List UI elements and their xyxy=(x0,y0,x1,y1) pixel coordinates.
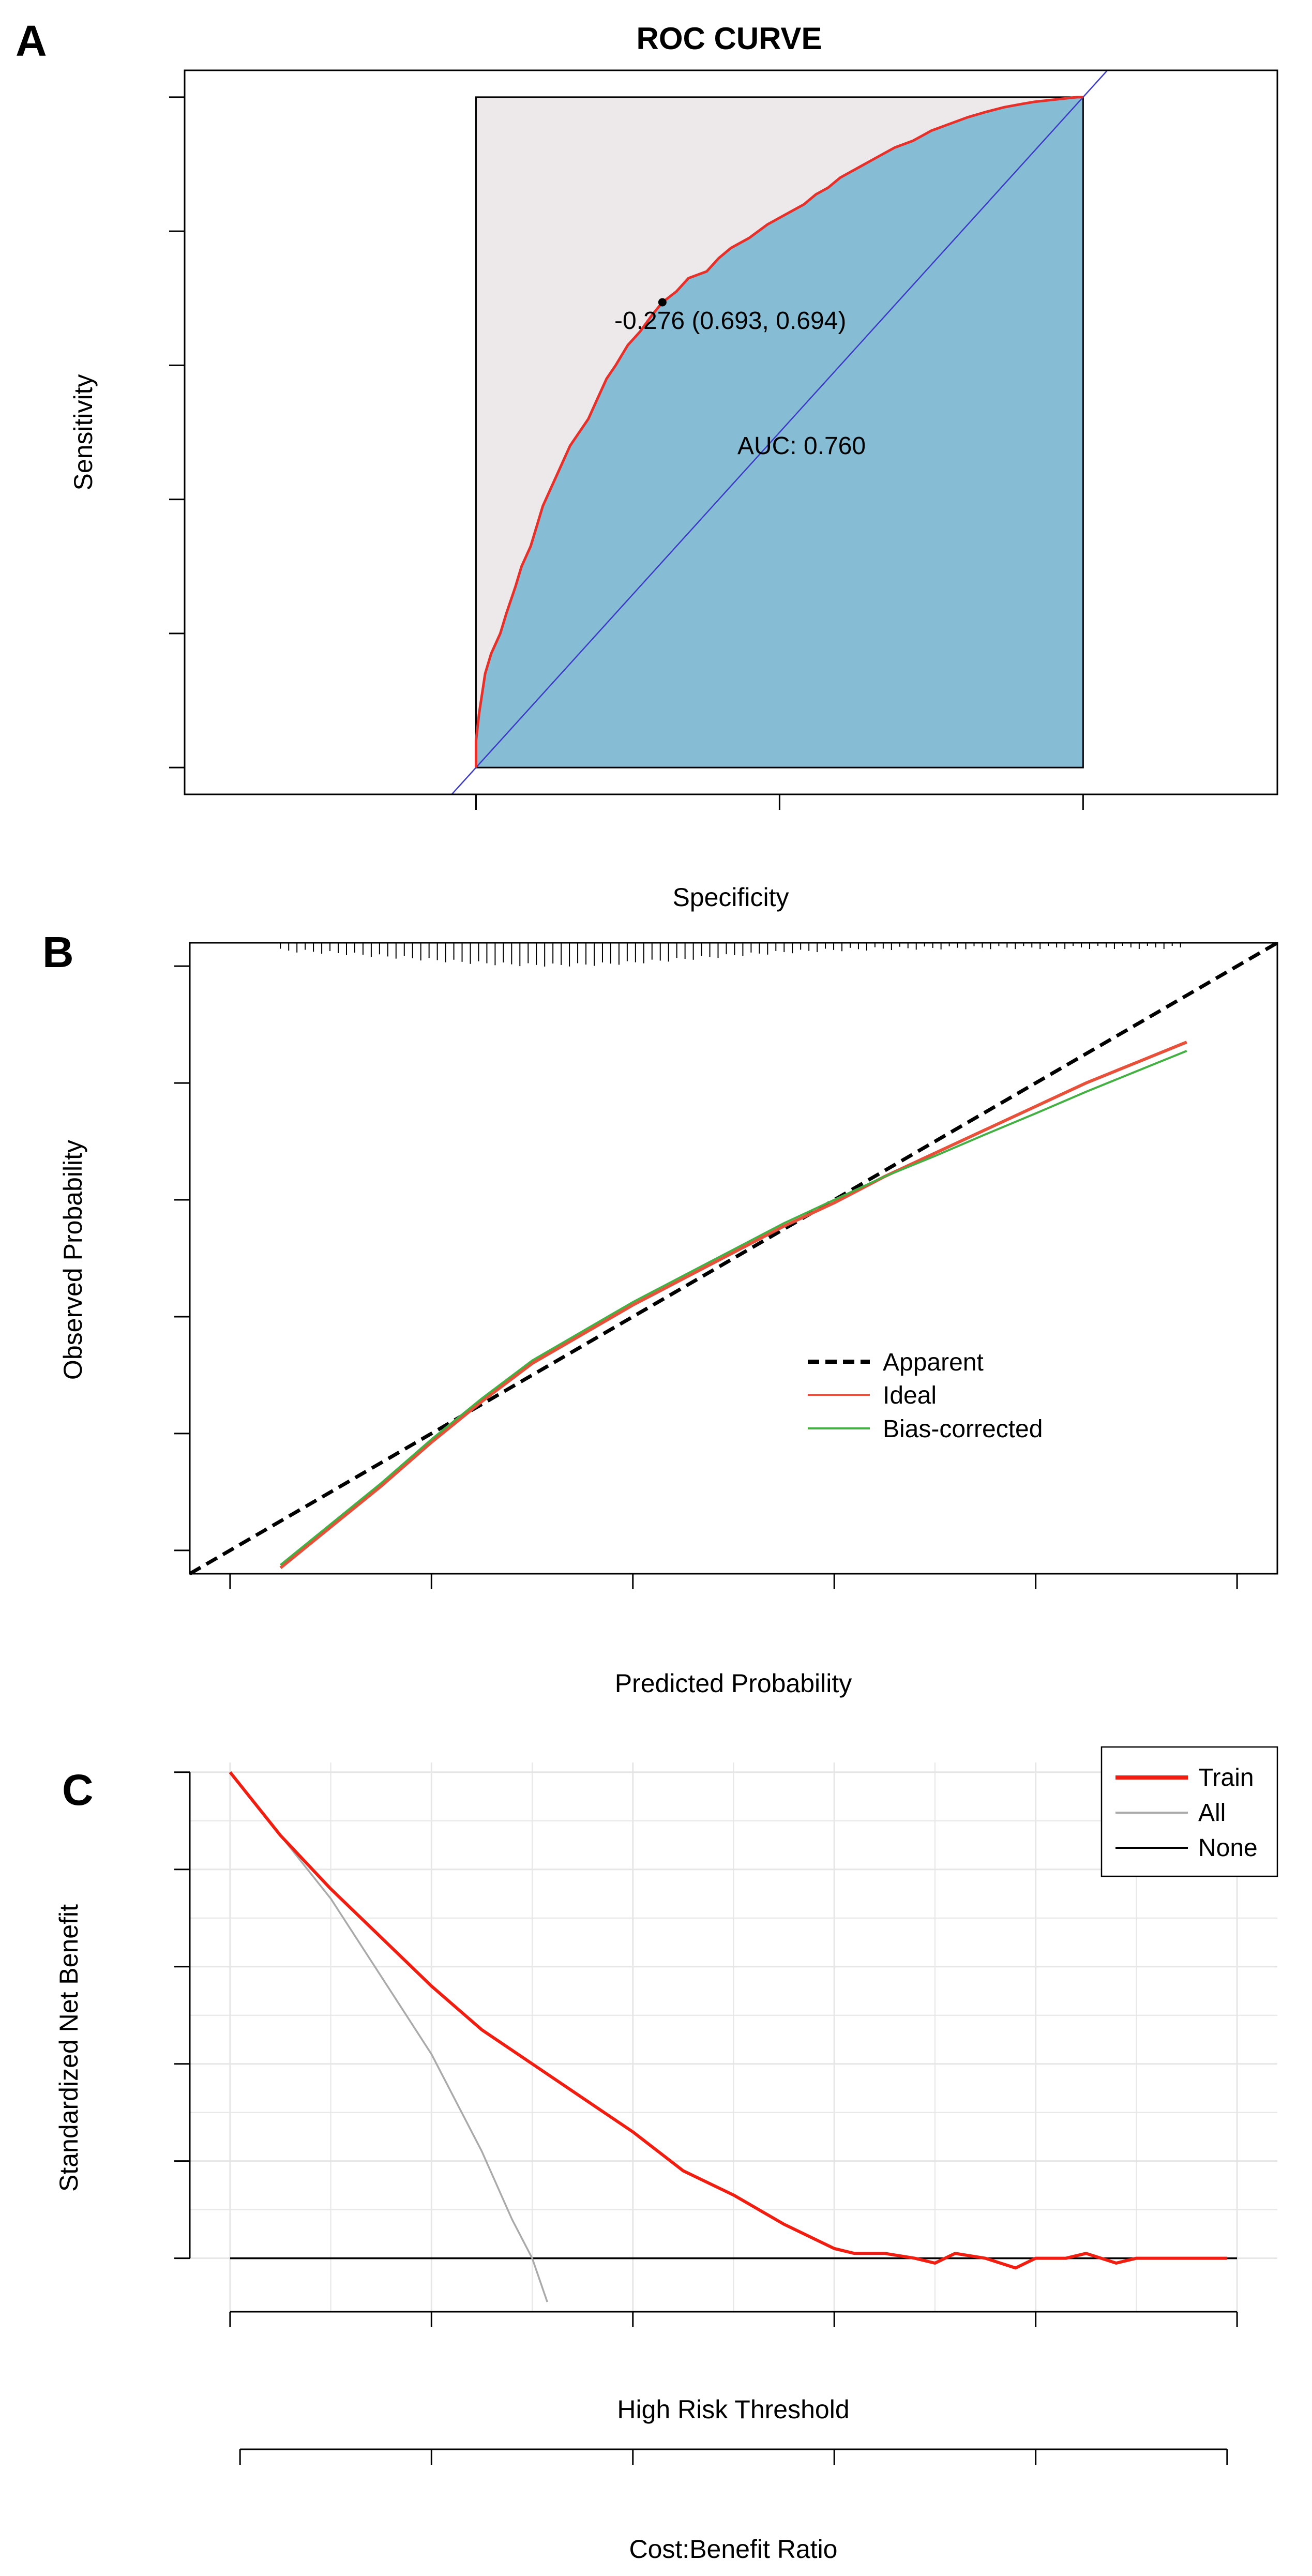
panel-c: C Train All None High Risk Threshold Cos… xyxy=(54,1746,1278,2564)
panel-a-label: A xyxy=(16,17,47,65)
legend-all-label: All xyxy=(1198,1799,1226,1827)
dca-y-axis-title: Standardized Net Benefit xyxy=(54,1904,83,2192)
dca-marks xyxy=(229,1771,1238,2302)
dca-axes xyxy=(174,1771,1238,2465)
roc-axes xyxy=(169,96,1084,810)
legend-ideal-label: Ideal xyxy=(883,1382,937,1409)
roc-curve-line xyxy=(475,96,1083,768)
legend-none-label: None xyxy=(1198,1834,1258,1862)
panel-a: A ROC CURVE AUC: 0.760 -0.276 (0.693, 0.… xyxy=(16,17,1278,912)
calibration-ideal-line xyxy=(279,1041,1187,1570)
calibration-marks xyxy=(189,941,1278,1576)
roc-unit-square xyxy=(475,96,1084,769)
calibration-legend: Apparent Ideal Bias-corrected xyxy=(808,1349,1043,1443)
calibration-x-axis-title: Predicted Probability xyxy=(615,1669,852,1698)
roc-title: ROC CURVE xyxy=(637,21,822,56)
roc-threshold-label: -0.276 (0.693, 0.694) xyxy=(614,307,846,335)
roc-y-axis-title: Sensitivity xyxy=(69,374,98,490)
roc-marks xyxy=(451,70,1108,795)
dca-legend: Train All None xyxy=(1100,1746,1278,1877)
dca-secondary-x-axis-title: Cost:Benefit Ratio xyxy=(629,2535,838,2564)
dca-grid xyxy=(190,1762,1277,2312)
legend-train-label: Train xyxy=(1198,1764,1254,1791)
dca-x-axis-title: High Risk Threshold xyxy=(617,2395,849,2424)
calibration-rug xyxy=(280,943,1181,967)
panel-b: B Apparent Ideal Bias-corrected Predicte… xyxy=(42,928,1278,1698)
panel-b-label: B xyxy=(42,928,74,976)
calibration-bias-corrected-line xyxy=(280,1050,1187,1566)
roc-auc-label: AUC: 0.760 xyxy=(737,432,866,460)
roc-x-axis-title: Specificity xyxy=(672,883,789,912)
legend-apparent-label: Apparent xyxy=(883,1349,984,1376)
calibration-apparent-line xyxy=(189,941,1278,1576)
roc-threshold-point xyxy=(658,298,667,307)
calibration-axes xyxy=(174,965,1238,1589)
calibration-y-axis-title: Observed Probability xyxy=(58,1140,87,1380)
roc-diagonal-line xyxy=(451,70,1108,795)
calibration-plot-box xyxy=(189,942,1278,1575)
legend-bias-corrected-label: Bias-corrected xyxy=(883,1415,1043,1443)
panel-c-label: C xyxy=(62,1766,94,1814)
dca-all-line xyxy=(229,1771,548,2302)
dca-train-line xyxy=(229,1771,1227,2270)
